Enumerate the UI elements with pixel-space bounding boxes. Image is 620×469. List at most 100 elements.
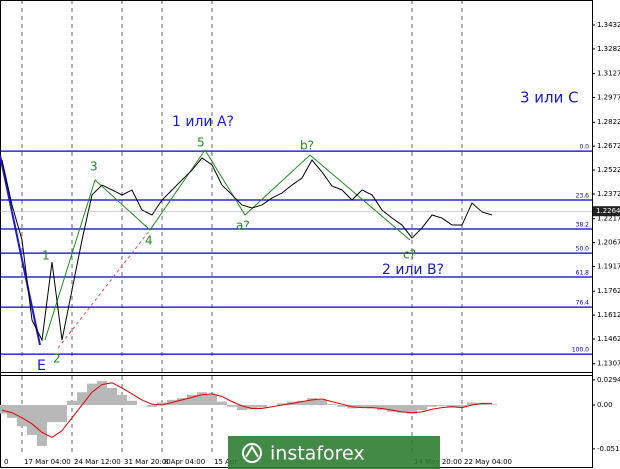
last-price-label: 1.2264 [596, 207, 620, 215]
y-tick-label: 1.1462 [597, 335, 620, 343]
wave-label: c? [403, 248, 416, 262]
y-tick-label: 0.02947 [597, 376, 620, 384]
fib-label: 38.2 [576, 222, 590, 229]
histogram-bar [437, 405, 447, 406]
histogram-bar [47, 405, 57, 423]
wave-label: 3 или С [520, 89, 579, 107]
histogram-bar [127, 400, 137, 406]
y-tick-label: 1.3432 [597, 21, 620, 29]
fib-label: 76.4 [576, 300, 590, 307]
y-tick-label: 1.2522 [597, 166, 620, 174]
histogram-bar [37, 405, 47, 447]
x-tick-label: 17 Mar 04:00 [24, 458, 71, 466]
wave-zigzag [44, 149, 411, 341]
x-tick-label: 0 [4, 458, 8, 466]
histogram-bar [457, 405, 467, 408]
histogram-bar [367, 405, 377, 409]
y-tick-label: 1.2372 [597, 190, 620, 198]
histogram-bar [187, 394, 197, 406]
wave-label: 1 или A? [172, 114, 234, 130]
histogram-bar [157, 402, 167, 406]
histogram-bar [247, 405, 257, 410]
fib-label: 100.0 [572, 347, 589, 354]
y-tick-label: 1.2977 [597, 94, 620, 102]
histogram-bar [67, 400, 77, 406]
signal-line [1, 382, 492, 439]
watermark-text: instaforex [270, 443, 365, 465]
y-tick-label: 1.1612 [597, 311, 620, 319]
wave-label: 2 или B? [382, 262, 444, 278]
histogram-bar [307, 398, 317, 406]
histogram-bar [57, 405, 67, 423]
x-tick-label: 22 May 04:00 [464, 458, 512, 466]
fib-label: 50.0 [576, 246, 590, 253]
wave-label: b? [300, 139, 314, 153]
wave-label: E [37, 358, 46, 374]
histogram-bar [427, 405, 437, 407]
histogram-bar [207, 394, 217, 406]
histogram-bar [327, 404, 337, 406]
histogram-bar [417, 405, 427, 411]
watermark-logo [242, 443, 262, 463]
wave-e-line [0, 154, 41, 346]
wave-label: 5 [197, 136, 205, 150]
histogram-bar [477, 403, 487, 406]
x-tick-label: 15 Apr [214, 458, 237, 466]
histogram-bar [277, 403, 287, 406]
histogram-bar [117, 394, 127, 406]
wave-label: 3 [90, 160, 98, 174]
fib-label: 0.0 [579, 144, 589, 151]
histogram-bar [217, 401, 227, 406]
histogram-bar [357, 405, 367, 408]
histogram-bar [487, 404, 497, 406]
y-tick-label: 1.2217 [597, 215, 620, 223]
histogram-bar [0, 405, 7, 414]
wave-label: 1 [42, 249, 50, 263]
y-tick-label: -0.05133 [597, 445, 620, 453]
x-tick-label: 8 Apr 04:00 [164, 458, 205, 466]
histogram-bar [387, 405, 397, 412]
histogram-bar [17, 405, 27, 427]
wave-projection [57, 229, 151, 349]
histogram-bar [397, 405, 407, 413]
histogram-bar [107, 387, 117, 406]
wave-label: a? [236, 219, 250, 233]
histogram-bar [337, 405, 347, 407]
histogram-bar [7, 405, 17, 418]
y-tick-label: 1.1917 [597, 262, 620, 270]
y-tick-label: 1.2822 [597, 118, 620, 126]
histogram-bar [467, 402, 477, 406]
histogram-bar [257, 405, 267, 408]
y-tick-label: 1.3127 [597, 70, 620, 78]
histogram-bar [177, 398, 187, 406]
watermark: instaforex [228, 436, 440, 469]
histogram-bar [227, 405, 237, 407]
wave-label: 2 [53, 352, 61, 366]
y-tick-label: 1.2067 [597, 239, 620, 247]
x-tick-label: 24 Mar 12:00 [74, 458, 121, 466]
wave-lines [0, 149, 411, 349]
histogram-bar [97, 381, 107, 406]
wave-label: 4 [145, 234, 153, 248]
histogram-bar [317, 399, 327, 406]
histogram-bar [87, 383, 97, 406]
histogram-bar [147, 405, 157, 407]
price-line [1, 157, 493, 342]
fib-label: 61.8 [576, 270, 590, 277]
histogram-bar [237, 405, 247, 411]
y-tick-label: 1.2672 [597, 142, 620, 150]
watermark-logo [245, 445, 259, 458]
histogram-bar [297, 400, 307, 406]
histogram-bar [27, 405, 37, 435]
watermark-box [228, 436, 440, 469]
histogram-bar [197, 392, 207, 406]
x-tick-label: 31 Mar 20:00 [124, 458, 171, 466]
y-tick-label: 1.1307 [597, 360, 620, 368]
y-tick-label: 1.3282 [597, 45, 620, 53]
histogram-bar [377, 405, 387, 411]
last-price-box [593, 206, 620, 217]
y-tick-label: 0.00 [597, 401, 613, 409]
fib-label: 23.6 [576, 193, 590, 200]
y-tick-label: 1.1762 [597, 287, 620, 295]
